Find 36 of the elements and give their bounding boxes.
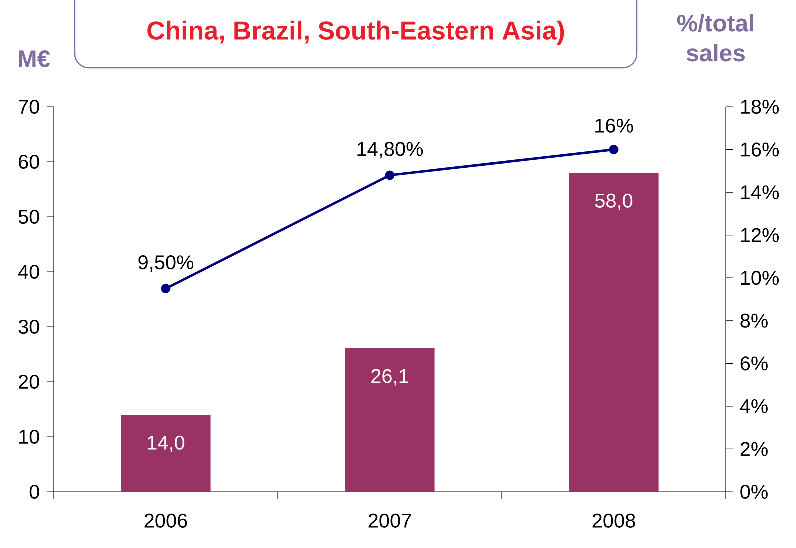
point (161, 284, 171, 294)
x-tick-label: 2006 (144, 514, 188, 528)
y2-tick-label: 14% (741, 186, 780, 200)
data-label: 16% (596, 118, 634, 133)
data-label: 9,50% (138, 256, 194, 272)
data-label: 14,80% (358, 142, 424, 159)
y-tick-label: 10 (20, 430, 40, 444)
point (609, 145, 619, 155)
y2-tick-label: 16% (741, 142, 780, 157)
y2-tick-label: 10% (741, 271, 780, 286)
bar (569, 173, 659, 492)
y-tick-label: 0 (30, 484, 40, 500)
y2-tick-label: 2% (740, 442, 768, 456)
x-tick-label: 2008 (592, 514, 636, 528)
data-label: 14,0 (148, 436, 185, 452)
y2-tick-label: 0% (740, 484, 768, 500)
y-tick-label: 50 (18, 210, 40, 224)
bar (121, 415, 211, 492)
y-tick-label: 70 (19, 100, 40, 114)
y-tick-label: 40 (18, 264, 40, 280)
y2-tick-label: 18% (741, 100, 780, 114)
data-label: 26,1 (372, 369, 408, 386)
chart-title: China, Brazil, South-Eastern Asia) (148, 20, 564, 46)
x-tick-label: 2007 (368, 514, 412, 528)
y2-tick-label: 4% (740, 399, 768, 414)
y2-tick-label: 12% (741, 228, 780, 242)
y-tick-label: 30 (18, 320, 40, 334)
y-axis-title: M€ (18, 50, 50, 68)
y2-axis-title: %/total sales (677, 14, 754, 62)
y-tick-label: 20 (18, 374, 40, 390)
bar (345, 348, 435, 492)
data-label: 58,0 (595, 194, 633, 210)
y-tick-label: 60 (19, 154, 40, 170)
point (385, 170, 395, 180)
y2-tick-label: 8% (740, 314, 768, 328)
y2-tick-label: 6% (740, 356, 768, 371)
